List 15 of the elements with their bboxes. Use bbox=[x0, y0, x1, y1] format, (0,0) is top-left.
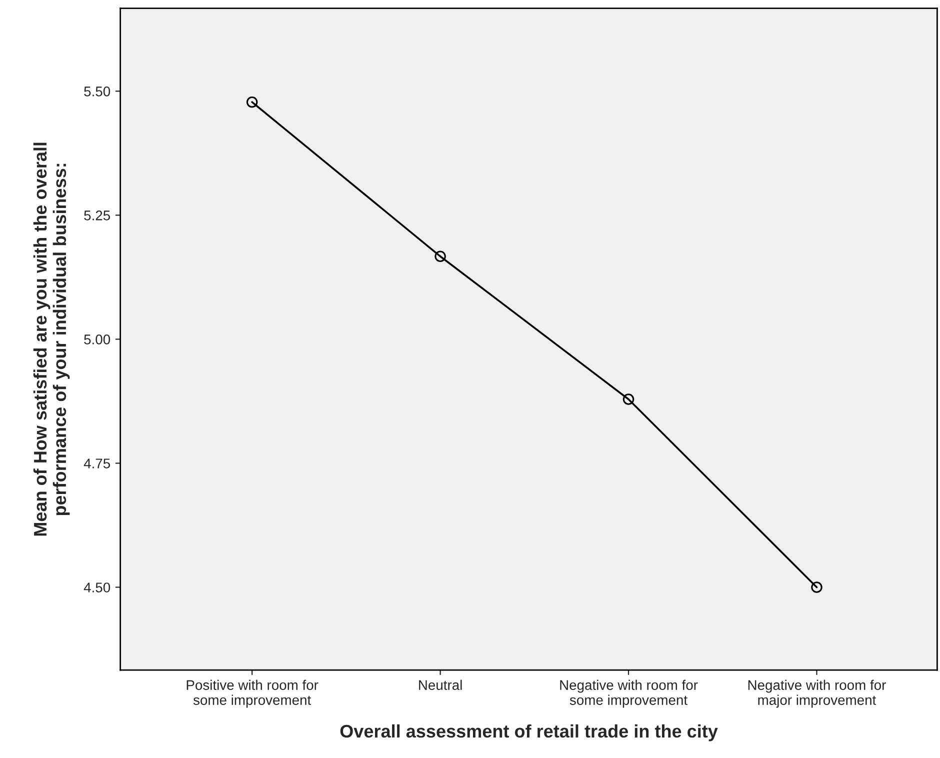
y-tick-label: 4.50 bbox=[84, 582, 110, 592]
y-tick-label: 5.25 bbox=[84, 210, 110, 220]
x-axis-title: Overall assessment of retail trade in the city bbox=[340, 724, 718, 742]
x-tick-label: Negative with room for some improvement bbox=[560, 680, 698, 708]
point bbox=[434, 250, 446, 262]
y-tick-label: 5.50 bbox=[84, 86, 110, 96]
x-tick-label: Positive with room for some improvement bbox=[186, 680, 318, 708]
y-tick-label: 4.75 bbox=[84, 458, 110, 468]
y-axis-title: Mean of How satisfied are you with the overall performance of your individual business: bbox=[33, 142, 70, 536]
x-tick-label: Negative with room for major improvement bbox=[748, 680, 886, 708]
y-tick-label: 5.00 bbox=[84, 334, 110, 344]
point bbox=[622, 394, 634, 405]
x-tick-label: Neutral bbox=[419, 680, 462, 690]
point bbox=[246, 96, 258, 108]
point bbox=[811, 582, 822, 593]
